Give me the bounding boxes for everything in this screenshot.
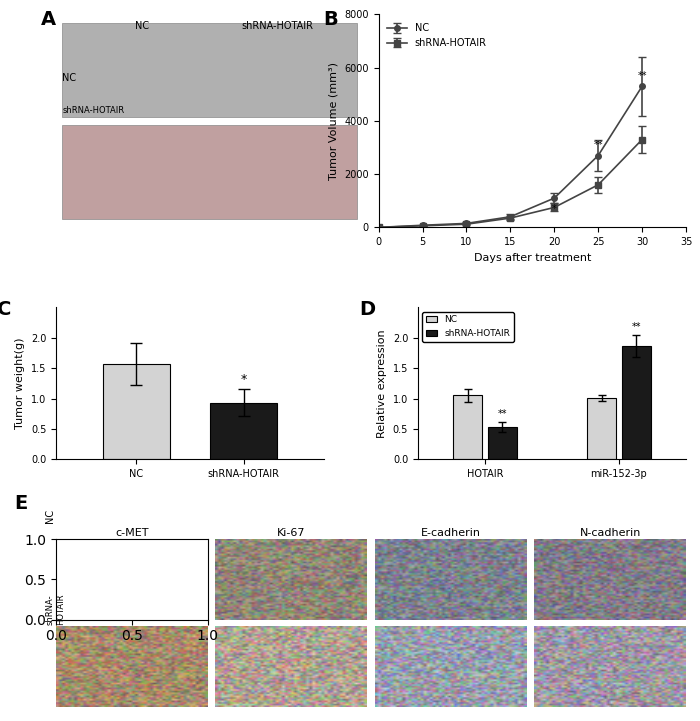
Title: Ki-67: Ki-67 xyxy=(277,528,306,539)
Text: **: ** xyxy=(498,409,507,419)
Text: shRNA-HOTAIR: shRNA-HOTAIR xyxy=(241,21,314,31)
Title: N-cadherin: N-cadherin xyxy=(580,528,641,539)
Text: *: * xyxy=(241,373,247,386)
Text: NC: NC xyxy=(46,508,55,523)
Legend: NC, shRNA-HOTAIR: NC, shRNA-HOTAIR xyxy=(422,311,514,342)
Text: shRNA-HOTAIR: shRNA-HOTAIR xyxy=(62,106,125,115)
Legend: NC, shRNA-HOTAIR: NC, shRNA-HOTAIR xyxy=(384,19,491,52)
Title: c-MET: c-MET xyxy=(116,528,148,539)
X-axis label: Days after treatment: Days after treatment xyxy=(474,252,591,262)
Text: NC: NC xyxy=(135,21,149,31)
FancyBboxPatch shape xyxy=(62,125,357,219)
Text: **: ** xyxy=(594,140,603,150)
Title: E-cadherin: E-cadherin xyxy=(421,528,481,539)
Text: A: A xyxy=(41,10,56,29)
Bar xyxy=(103,364,170,459)
Bar xyxy=(587,398,616,459)
Y-axis label: Tumor Volume (mm³): Tumor Volume (mm³) xyxy=(329,62,339,180)
Bar xyxy=(210,403,277,459)
Text: **: ** xyxy=(631,322,641,332)
Text: NC: NC xyxy=(62,74,76,84)
Y-axis label: Tumor weight(g): Tumor weight(g) xyxy=(15,337,25,429)
Text: E: E xyxy=(14,494,27,513)
Text: D: D xyxy=(359,300,375,319)
Text: **: ** xyxy=(637,71,647,81)
Text: B: B xyxy=(323,10,338,29)
Bar xyxy=(453,396,482,459)
Text: *: * xyxy=(552,204,556,214)
Text: C: C xyxy=(0,300,11,319)
Bar xyxy=(488,427,517,459)
Y-axis label: Relative expression: Relative expression xyxy=(377,329,387,438)
Text: shRNA-
HOTAIR: shRNA- HOTAIR xyxy=(46,593,65,625)
Bar xyxy=(622,346,651,459)
FancyBboxPatch shape xyxy=(62,23,357,117)
